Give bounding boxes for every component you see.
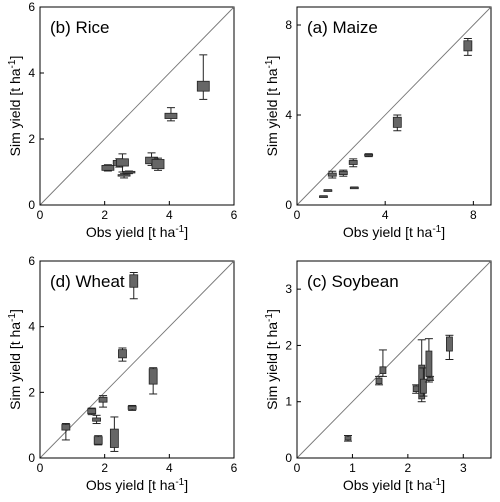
one-to-one-line [39, 6, 235, 206]
panel-label: (d) Wheat [50, 272, 125, 291]
y-tick-label: 6 [28, 254, 35, 268]
y-tick-label: 2 [28, 132, 35, 146]
box-mark [92, 417, 101, 422]
y-tick-label: 0 [28, 451, 35, 465]
y-axis-label: Sim yield [t ha-1] [7, 56, 24, 157]
y-tick-label: 2 [28, 385, 35, 399]
plot-frame [296, 260, 492, 459]
box-mark [375, 377, 383, 385]
panel-maize: 0 4 8 0 4 8 (a) Maize Obs yield [t ha-1] Sim … [264, 6, 492, 241]
box-mark [61, 424, 71, 431]
box-mark [319, 195, 328, 198]
y-tick-label: 0 [28, 198, 35, 212]
y-tick-label: 2 [285, 338, 292, 352]
box-mark [87, 408, 97, 415]
box-mark [98, 396, 108, 403]
box-series [61, 271, 158, 452]
axis-ticks: 0 1 2 3 0 1 2 3 [285, 282, 467, 475]
panel-wheat: 0 2 4 6 0 2 4 6 (d) Wheat Obs yield [t ha-1] Si… [7, 254, 238, 493]
box-mark [425, 350, 433, 377]
axis-ticks: 0 2 4 6 0 2 4 6 [28, 0, 237, 222]
x-tick-label: 2 [101, 461, 108, 475]
one-to-one-line [296, 6, 492, 206]
box-mark [364, 153, 374, 157]
x-tick-label: 0 [294, 208, 301, 222]
box-mark [327, 172, 337, 177]
box-mark [419, 378, 427, 394]
x-tick-label: 1 [349, 461, 356, 475]
x-tick-label: 6 [231, 461, 238, 475]
y-tick-label: 0 [285, 198, 292, 212]
plot-frame [296, 6, 492, 206]
plot-frame [39, 6, 235, 206]
x-axis-label: Obs yield [t ha-1] [343, 224, 445, 241]
box-mark [379, 366, 387, 374]
y-axis-label: Sim yield [t ha-1] [264, 309, 281, 410]
box-mark [349, 186, 359, 190]
box-mark [392, 116, 402, 128]
x-tick-label: 3 [460, 461, 467, 475]
panel-rice: 0 2 4 6 0 2 4 6 (b) Rice Obs yield [t ha-1] Sim… [7, 0, 238, 240]
panel-label: (a) Maize [307, 18, 378, 37]
box-mark [164, 112, 178, 119]
one-to-one-line [296, 260, 492, 459]
x-tick-label: 4 [166, 208, 173, 222]
one-to-one-line [39, 260, 235, 459]
box-mark [118, 349, 127, 359]
y-tick-label: 1 [285, 395, 292, 409]
x-axis-label: Obs yield [t ha-1] [86, 477, 188, 494]
x-tick-label: 0 [37, 461, 44, 475]
x-tick-label: 4 [382, 208, 389, 222]
box-series [319, 38, 473, 198]
box-series [101, 54, 210, 179]
box-mark [109, 428, 119, 448]
y-tick-label: 4 [28, 66, 35, 80]
box-mark [122, 170, 136, 174]
y-axis-label: Sim yield [t ha-1] [7, 309, 24, 410]
box-mark [127, 405, 137, 410]
box-mark [338, 170, 348, 176]
x-tick-label: 6 [231, 208, 238, 222]
y-tick-label: 3 [285, 282, 292, 296]
box-mark [426, 377, 434, 381]
x-tick-label: 0 [294, 461, 301, 475]
box-mark [101, 164, 115, 171]
x-tick-label: 8 [470, 208, 477, 222]
box-mark [151, 159, 165, 170]
box-mark [323, 189, 333, 192]
panel-label: (c) Soybean [307, 272, 399, 291]
box-mark [117, 174, 131, 177]
y-tick-label: 6 [28, 0, 35, 14]
box-mark [412, 385, 420, 392]
y-tick-label: 8 [285, 18, 292, 32]
x-tick-label: 2 [405, 461, 412, 475]
box-mark [348, 160, 358, 165]
x-tick-label: 0 [37, 208, 44, 222]
plot-frame [39, 260, 235, 459]
box-mark [116, 158, 129, 167]
axis-ticks: 0 4 8 0 4 8 [285, 18, 477, 222]
y-axis-label: Sim yield [t ha-1] [264, 56, 281, 157]
x-axis-label: Obs yield [t ha-1] [86, 224, 188, 241]
x-tick-label: 4 [166, 461, 173, 475]
box-series [343, 334, 454, 442]
box-mark [129, 274, 139, 288]
y-tick-label: 0 [285, 451, 292, 465]
axis-ticks: 0 2 4 6 0 2 4 6 [28, 254, 237, 475]
box-mark [446, 336, 453, 352]
box-mark [196, 80, 210, 92]
y-tick-label: 4 [28, 320, 35, 334]
panel-label: (b) Rice [50, 18, 110, 37]
box-mark [93, 436, 103, 445]
box-mark [148, 368, 158, 385]
box-mark [463, 40, 473, 52]
box-mark [344, 436, 352, 441]
x-tick-label: 2 [101, 208, 108, 222]
x-axis-label: Obs yield [t ha-1] [343, 477, 445, 494]
y-tick-label: 4 [285, 108, 292, 122]
